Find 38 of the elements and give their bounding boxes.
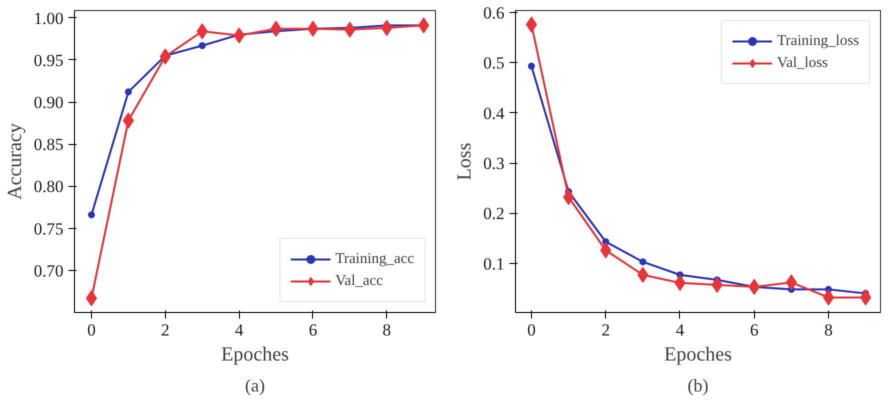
- point: [198, 42, 206, 50]
- x-tick-label: 6: [750, 320, 759, 340]
- y-tick-label: 0.1: [483, 254, 504, 274]
- x-tick-label: 2: [161, 320, 170, 340]
- x-tick-label: 6: [308, 320, 318, 340]
- text: (b): [688, 376, 709, 396]
- x-tick-label: 2: [601, 320, 610, 340]
- y-tick-label: 0.3: [483, 154, 504, 174]
- point: [88, 211, 95, 218]
- point: [528, 62, 535, 70]
- legend-label: Val_loss: [777, 54, 828, 72]
- y-axis-title: Accuracy: [4, 123, 26, 200]
- y-tick-label: 0.90: [34, 93, 64, 112]
- x-axis-title: Epoches: [664, 344, 732, 366]
- x-tick-label: 8: [824, 320, 833, 340]
- x-tick-label: 0: [527, 320, 536, 340]
- x-tick-label: 0: [87, 320, 96, 340]
- y-tick-label: 0.70: [34, 261, 64, 280]
- y-axis-title: Loss: [453, 142, 476, 180]
- point: [639, 258, 646, 266]
- y-tick-label: 0.5: [483, 54, 504, 73]
- y-tick-label: 0.80: [34, 177, 64, 196]
- y-tick-label: 1.00: [34, 8, 64, 28]
- x-tick-label: 4: [234, 320, 244, 340]
- y-tick-label: 0.75: [34, 219, 64, 238]
- x-tick-label: 8: [382, 320, 392, 340]
- x-axis-title: Epoches: [221, 344, 290, 366]
- point: [124, 88, 132, 96]
- legend-label: Training_acc: [335, 250, 414, 268]
- y-tick-label: 0.2: [483, 204, 504, 224]
- legend-label: Val_acc: [335, 272, 383, 290]
- y-tick-label: 0.85: [34, 135, 64, 154]
- y-tick-label: 0.4: [483, 104, 505, 123]
- x-tick-label: 4: [676, 320, 685, 340]
- y-tick-label: 0.6: [483, 4, 504, 23]
- legend-label: Training_loss: [777, 32, 859, 50]
- y-tick-label: 0.95: [34, 50, 64, 70]
- text: (a): [245, 376, 265, 396]
